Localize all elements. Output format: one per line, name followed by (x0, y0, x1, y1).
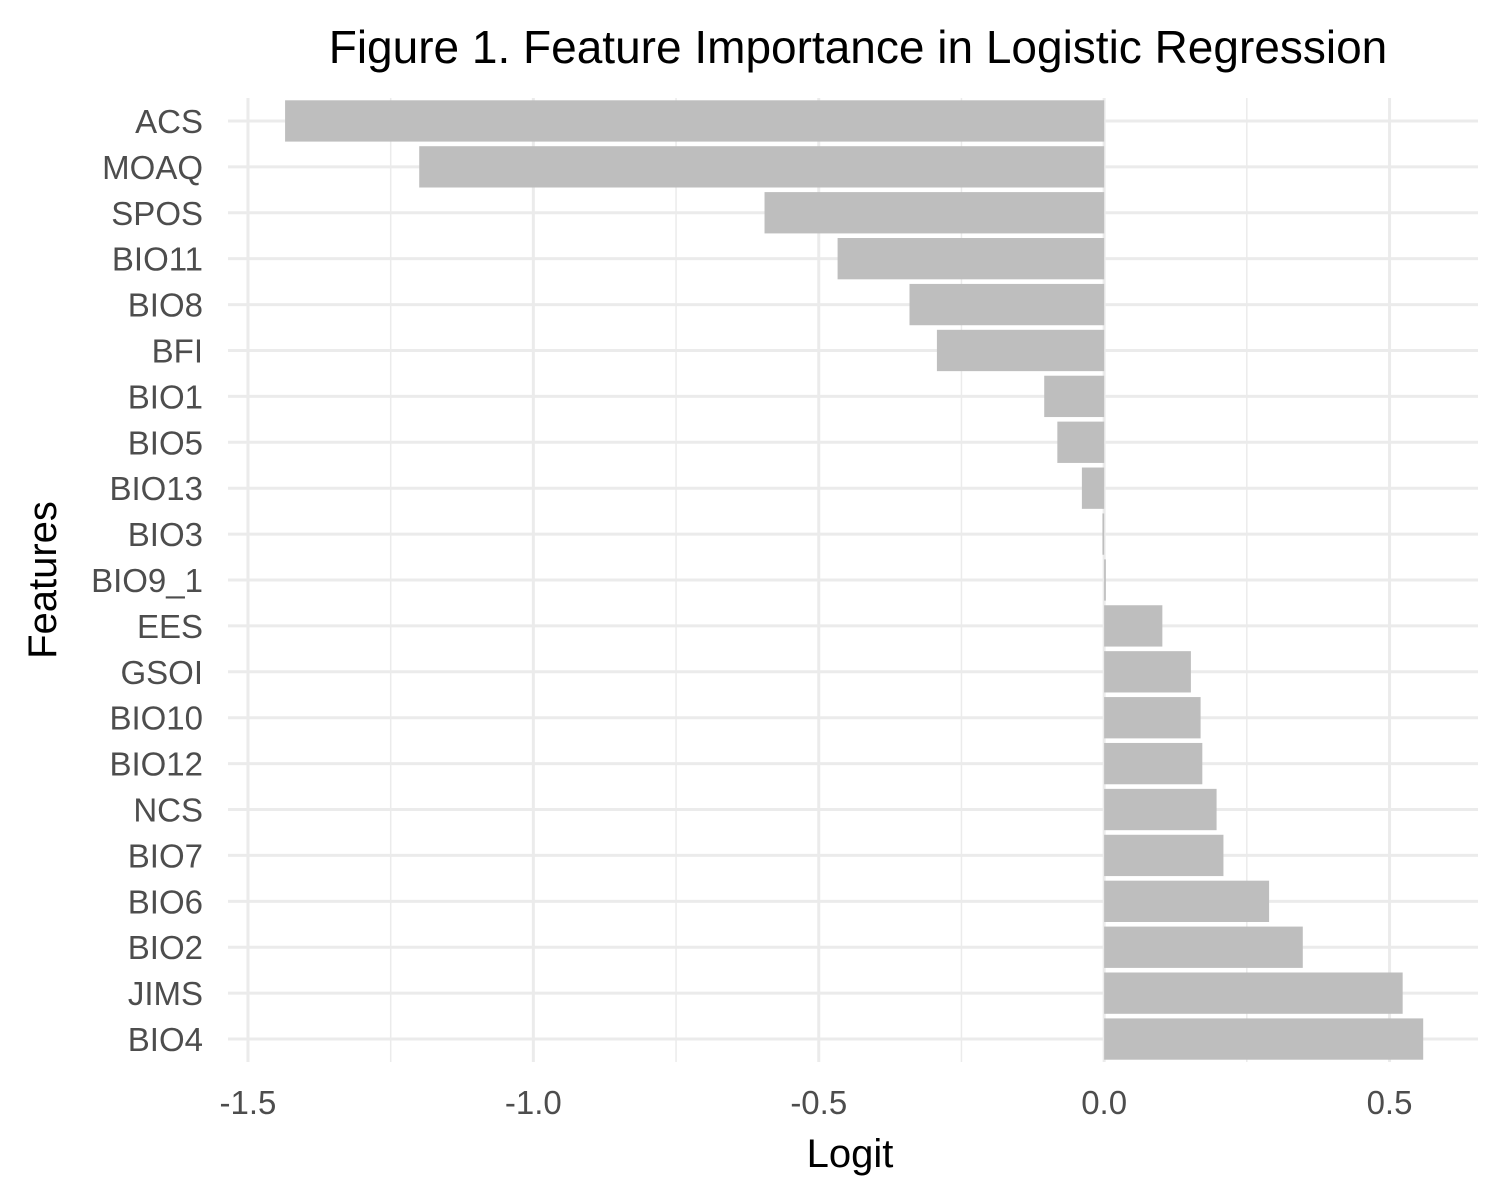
y-tick-label: BIO8 (128, 287, 203, 324)
bar-bio5 (1057, 421, 1105, 463)
x-tick-labels: -1.5 -1.0 -0.5 0.0 0.5 (220, 1084, 1413, 1121)
bar-ncs (1104, 788, 1217, 831)
x-tick-label: -1.0 (505, 1084, 562, 1121)
bar-bio2 (1104, 926, 1303, 968)
bar-bio12 (1104, 742, 1203, 785)
y-tick-label: BIO12 (109, 746, 203, 783)
y-tick-label: MOAQ (102, 149, 203, 186)
bar-spos (764, 192, 1105, 234)
bar-gsoi (1104, 651, 1191, 693)
y-tick-label: NCS (133, 792, 203, 829)
y-tick-label: BIO2 (128, 929, 203, 966)
y-tick-label: BIO1 (128, 378, 203, 415)
chart-title: Figure 1. Feature Importance in Logistic… (329, 21, 1388, 73)
y-tick-label: JIMS (128, 975, 203, 1012)
y-tick-label: ACS (135, 103, 203, 140)
bar-bio4 (1104, 1018, 1424, 1060)
bar-jims (1104, 972, 1403, 1014)
bar-moaq (419, 146, 1105, 188)
y-tick-label: GSOI (120, 654, 203, 691)
x-axis-title: Logit (807, 1132, 894, 1176)
y-tick-label: BIO10 (109, 700, 203, 737)
y-tick-label: BIO11 (112, 241, 203, 278)
y-tick-label: BIO9_1 (91, 562, 203, 599)
bar-bio11 (837, 238, 1105, 280)
x-tick-label: 0.0 (1081, 1084, 1127, 1121)
y-tick-label: BIO4 (128, 1021, 203, 1058)
y-tick-label: BIO13 (109, 470, 203, 507)
bars (285, 100, 1424, 1060)
bar-bio7 (1104, 834, 1224, 877)
bar-bio1 (1044, 375, 1105, 418)
bar-bio8 (909, 283, 1105, 326)
y-tick-label: BIO7 (128, 837, 203, 874)
bar-bio10 (1104, 697, 1201, 739)
bar-ees (1104, 605, 1163, 647)
y-axis-title: Features (21, 501, 65, 659)
x-tick-label: 0.5 (1367, 1084, 1413, 1121)
y-tick-label: BFI (152, 332, 203, 369)
bar-bio13 (1081, 467, 1105, 509)
bar-bio3 (1102, 513, 1105, 555)
bar-bfi (936, 329, 1105, 372)
y-tick-label: BIO6 (128, 883, 203, 920)
y-tick-label: BIO5 (128, 424, 203, 461)
bar-acs (285, 100, 1105, 142)
x-tick-label: -0.5 (790, 1084, 847, 1121)
bar-bio6 (1104, 880, 1270, 922)
y-tick-labels: ACS MOAQ SPOS BIO11 BIO8 BFI BIO1 BIO5 BIO13 BIO3… (91, 103, 203, 1058)
bar-bio9-1 (1104, 559, 1106, 601)
x-tick-label: -1.5 (220, 1084, 277, 1121)
y-tick-label: BIO3 (128, 516, 203, 553)
y-tick-label: EES (137, 608, 203, 645)
y-tick-label: SPOS (111, 195, 203, 232)
